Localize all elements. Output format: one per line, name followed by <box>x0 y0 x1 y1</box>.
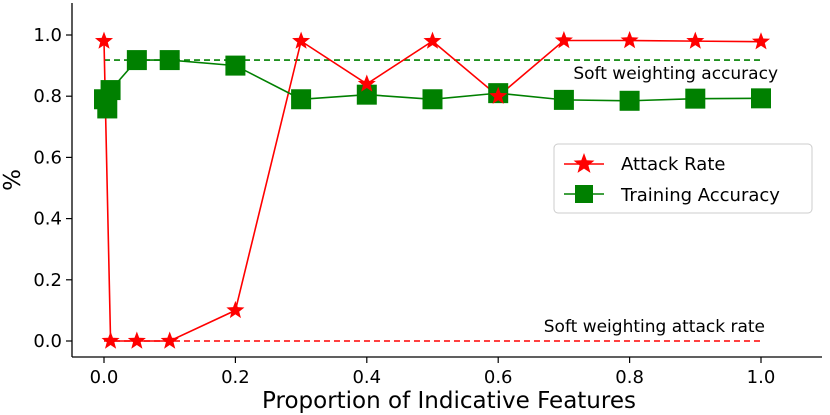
attack-rate-point <box>226 300 245 319</box>
ticks: 0.0 0.2 0.4 0.6 0.8 1.0 0.0 0.2 0.4 0.6 0.8 1.0 <box>33 25 775 388</box>
accuracy-point <box>619 90 640 111</box>
legend-star-marker <box>573 153 595 173</box>
legend-label-training-accuracy: Training Accuracy <box>620 185 780 206</box>
y-tick-label: 1.0 <box>33 25 62 46</box>
accuracy-point <box>291 89 312 110</box>
accuracy-point <box>751 88 771 109</box>
axes <box>71 3 822 358</box>
accuracy-point <box>422 89 443 110</box>
annotation-soft-weighting-accuracy: Soft weighting accuracy <box>573 64 778 84</box>
legend: Attack Rate Training Accuracy <box>553 143 813 214</box>
y-axis-title: % <box>0 169 26 191</box>
attack-rate-point <box>101 331 120 349</box>
y-tick-label: 0.6 <box>33 147 62 168</box>
attack-rate-point <box>423 31 442 49</box>
legend-box <box>553 143 813 214</box>
x-tick-label: 0.6 <box>484 367 513 388</box>
y-tick-label: 0.4 <box>33 209 62 230</box>
y-tick-label: 0.8 <box>33 86 62 107</box>
x-tick-label: 1.0 <box>747 367 776 388</box>
attack-rate-point <box>554 31 573 49</box>
annotation-soft-weighting-attack-rate: Soft weighting attack rate <box>544 317 765 337</box>
accuracy-point <box>100 80 121 101</box>
x-tick-label: 0.0 <box>90 367 119 388</box>
attack-rate-point <box>160 331 179 349</box>
accuracy-point <box>225 55 246 76</box>
legend-label-attack-rate: Attack Rate <box>621 154 725 175</box>
x-tick-label: 0.8 <box>615 367 644 388</box>
attack-rate-point <box>127 331 146 349</box>
y-tick-label: 0.2 <box>33 270 62 291</box>
attack-rate-point <box>620 31 639 49</box>
accuracy-point <box>685 88 706 109</box>
x-tick-label: 0.4 <box>352 367 381 388</box>
attack-rate-point <box>292 31 311 49</box>
y-tick-label: 0.0 <box>33 331 62 352</box>
x-tick-label: 0.2 <box>221 367 250 388</box>
legend-square-marker <box>575 185 593 203</box>
accuracy-point <box>553 89 574 110</box>
legend-star-shape <box>573 153 595 173</box>
attack-rate-point <box>686 31 705 49</box>
accuracy-point <box>126 50 147 71</box>
attack-rate-point <box>94 31 114 49</box>
attack-rate-point <box>357 74 376 92</box>
attack-rate-point <box>751 32 771 50</box>
plot-area <box>94 31 771 349</box>
x-axis-title: Proportion of Indicative Features <box>262 388 636 414</box>
accuracy-point <box>97 98 118 119</box>
accuracy-point <box>159 50 180 71</box>
attack-rate-point <box>489 86 508 104</box>
